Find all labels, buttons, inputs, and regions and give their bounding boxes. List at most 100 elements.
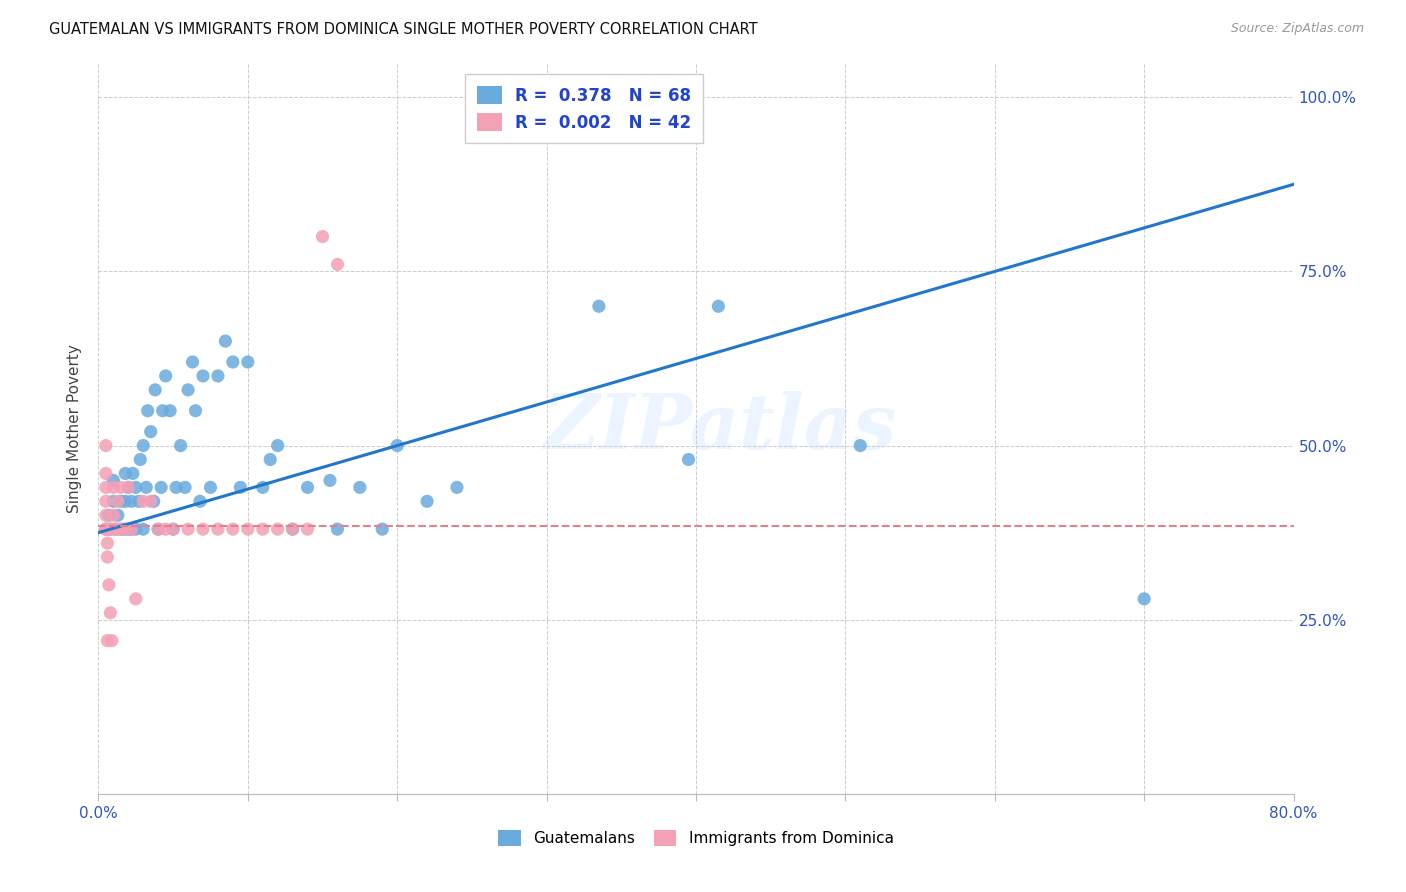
Point (311, 229, 333, 244)
Point (468, 104, 491, 119)
Point (191, 522, 214, 536)
Point (371, 522, 394, 536)
Point (150, 480, 173, 494)
Point (94, 522, 117, 536)
Point (148, 522, 170, 536)
Text: Source: ZipAtlas.com: Source: ZipAtlas.com (1230, 22, 1364, 36)
Point (110, 480, 132, 494)
Point (148, 522, 170, 536)
Point (120, 522, 142, 536)
Point (152, 403, 174, 417)
Point (114, 467, 136, 481)
Point (103, 522, 125, 536)
Point (96, 633, 118, 648)
Point (177, 383, 200, 397)
Point (103, 508, 125, 523)
Point (191, 368, 214, 383)
Point (267, 439, 290, 453)
Point (117, 480, 139, 494)
Point (94, 467, 117, 481)
Point (155, 522, 177, 536)
Point (349, 480, 371, 494)
Point (96, 549, 118, 564)
Point (165, 480, 187, 494)
Point (98, 522, 122, 536)
Point (506, 104, 529, 119)
Point (107, 494, 129, 508)
Point (143, 383, 166, 397)
Point (98, 522, 122, 536)
Point (207, 522, 229, 536)
Legend: Guatemalans, Immigrants from Dominica: Guatemalans, Immigrants from Dominica (492, 824, 900, 852)
Point (94, 508, 117, 523)
Point (281, 522, 304, 536)
Point (112, 522, 135, 536)
Point (125, 480, 148, 494)
Point (188, 494, 211, 508)
Point (136, 403, 159, 417)
Point (446, 480, 468, 494)
Point (281, 522, 304, 536)
Point (297, 480, 319, 494)
Point (707, 299, 730, 313)
Point (267, 522, 290, 536)
Point (678, 452, 700, 467)
Point (114, 522, 136, 536)
Point (94, 480, 117, 494)
Point (207, 368, 229, 383)
Point (169, 439, 191, 453)
Point (103, 494, 125, 508)
Point (114, 494, 136, 508)
Point (94, 439, 117, 453)
Point (236, 522, 259, 536)
Point (416, 494, 439, 508)
Point (97, 522, 120, 536)
Point (222, 355, 245, 369)
Point (105, 522, 128, 536)
Point (297, 522, 319, 536)
Point (110, 522, 132, 536)
Point (139, 494, 162, 508)
Point (319, 474, 342, 488)
Point (1133, 591, 1156, 606)
Point (162, 522, 184, 536)
Point (222, 522, 245, 536)
Point (96, 536, 118, 550)
Point (98, 606, 122, 620)
Point (94, 522, 117, 536)
Point (252, 480, 274, 494)
Point (94, 522, 117, 536)
Point (200, 480, 222, 494)
Point (849, 439, 872, 453)
Point (120, 494, 142, 508)
Point (385, 439, 409, 453)
Point (94, 494, 117, 508)
Point (128, 494, 150, 508)
Point (110, 522, 132, 536)
Point (326, 522, 349, 536)
Point (103, 480, 125, 494)
Point (536, 104, 558, 119)
Point (125, 522, 148, 536)
Point (159, 403, 181, 417)
Point (214, 334, 236, 348)
Point (229, 480, 252, 494)
Point (103, 474, 125, 488)
Point (142, 494, 165, 508)
Point (177, 522, 200, 536)
Point (101, 633, 124, 648)
Point (132, 439, 155, 453)
Point (97, 508, 120, 523)
Point (236, 355, 259, 369)
Point (162, 522, 184, 536)
Point (129, 452, 152, 467)
Point (139, 425, 162, 439)
Point (117, 480, 139, 494)
Point (132, 522, 155, 536)
Text: GUATEMALAN VS IMMIGRANTS FROM DOMINICA SINGLE MOTHER POVERTY CORRELATION CHART: GUATEMALAN VS IMMIGRANTS FROM DOMINICA S… (49, 22, 758, 37)
Point (326, 257, 349, 271)
Point (135, 480, 157, 494)
Point (259, 452, 281, 467)
Point (117, 522, 139, 536)
Point (174, 480, 197, 494)
